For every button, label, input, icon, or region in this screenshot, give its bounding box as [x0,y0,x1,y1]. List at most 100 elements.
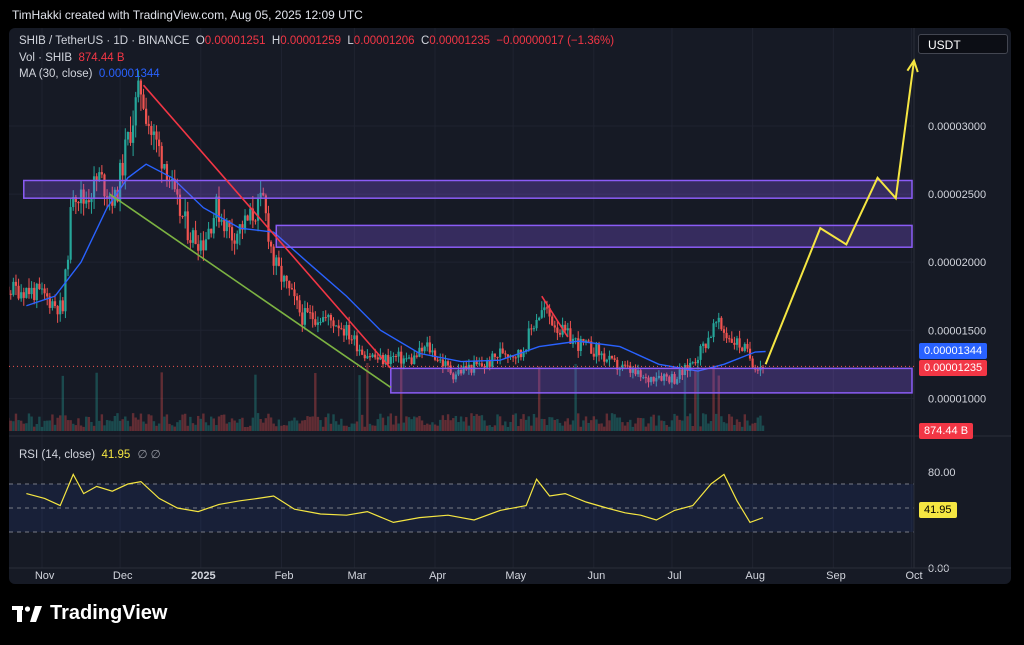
candle-body [64,269,67,312]
candle-body [295,296,299,301]
volume-bar [139,413,143,431]
volume-bar [77,418,80,431]
volume-bar [426,423,429,431]
candle-body [649,376,653,383]
candle-body [746,343,749,349]
candle-body [79,189,83,204]
volume-bar [334,421,338,431]
volume-bar [517,426,520,431]
volume-bar [46,420,49,431]
volume-bar [61,375,65,431]
volume-price-label: 874.44 B [919,423,974,439]
candle-body [444,361,447,367]
candle-body [668,376,671,383]
volume-bar [574,363,577,431]
candle-body [236,233,239,244]
brand-name: TradingView [50,602,168,624]
candle-body [423,346,426,352]
volume-bar [241,417,244,431]
volume-bar [418,415,421,431]
volume-bar [262,422,265,431]
candle-body [663,374,666,381]
candle-body [694,362,697,364]
y-tick-label: 0.00002000 [928,257,986,269]
volume-bar [613,414,616,431]
volume-bar [545,425,549,431]
volume-bar [178,420,182,431]
volume-bar [366,363,369,431]
volume-bar [379,413,382,431]
currency-button[interactable]: USDT [918,34,1008,54]
zone-box [390,367,913,394]
candle-body [522,351,525,358]
change-value: −0.00000017 (−1.36%) [496,35,615,47]
candle-body [725,332,728,339]
candle-body [69,207,72,260]
candle-body [639,370,642,378]
volume-bar [85,416,88,431]
candle-body [459,369,463,374]
candle-body [204,239,208,251]
candle-body [259,192,262,198]
volume-bar [587,422,590,431]
volume-bar [350,423,353,431]
candle-body [556,327,559,333]
chart-panel[interactable]: 0.00003000 0.00002500 0.00002000 0.00001500… [9,28,1011,584]
chart-canvas[interactable]: 0.00003000 0.00002500 0.00002000 0.00001500… [9,28,1011,584]
volume-bar [701,413,705,431]
candle-body [660,375,663,381]
volume-bar [194,424,197,431]
candle-body [642,377,645,379]
volume-bar [254,374,257,431]
candle-body [20,292,23,299]
volume-bar [631,426,635,431]
candle-body [728,338,731,340]
volume-bar [444,419,447,431]
candle-body [410,357,413,365]
volume-bar [264,418,268,431]
volume-bar [386,416,390,431]
volume-bar [256,413,260,431]
rsi-label[interactable]: RSI (14, close) [19,449,96,461]
candle-body [644,377,647,379]
candle-body [277,257,280,266]
symbol-name[interactable]: SHIB / TetherUS · 1D · BINANCE [19,35,190,47]
volume-bar [569,424,572,431]
rsi-visibility-icons[interactable]: ∅ ∅ [137,449,161,461]
volume-bar [454,415,458,431]
candle-body [17,285,20,299]
volume-bar [9,420,12,431]
candle-body [449,365,452,374]
volume-bar [446,414,450,431]
volume-bar [191,423,195,431]
candle-body [74,197,77,202]
candle-body [574,338,577,340]
volume-bar [733,424,736,431]
volume-bar [56,417,59,431]
candle-body [702,343,705,347]
volume-bar [605,413,609,431]
volume-bar [530,425,533,431]
volume-bar [251,417,255,431]
volume-bar [95,372,98,431]
ma-label[interactable]: MA (30, close) [19,68,93,80]
candle-body [165,164,169,181]
candle-body [590,341,593,354]
volume-bar [269,417,273,431]
volume-bar [514,413,517,431]
candle-body [673,374,676,384]
volume-bar [295,420,299,431]
candle-body [363,354,366,359]
x-tick-label: Sep [826,570,846,582]
volume-label[interactable]: Vol · SHIB [19,52,73,64]
volume-bar [137,419,140,431]
volume-bar [113,415,117,431]
candle-body [631,369,634,373]
volume-bar [592,416,596,431]
candle-body [342,328,346,336]
volume-bar [340,418,343,431]
candle-body [215,196,218,219]
candle-body [98,172,101,181]
volume-bar [363,426,366,431]
rsi-line [26,473,764,524]
